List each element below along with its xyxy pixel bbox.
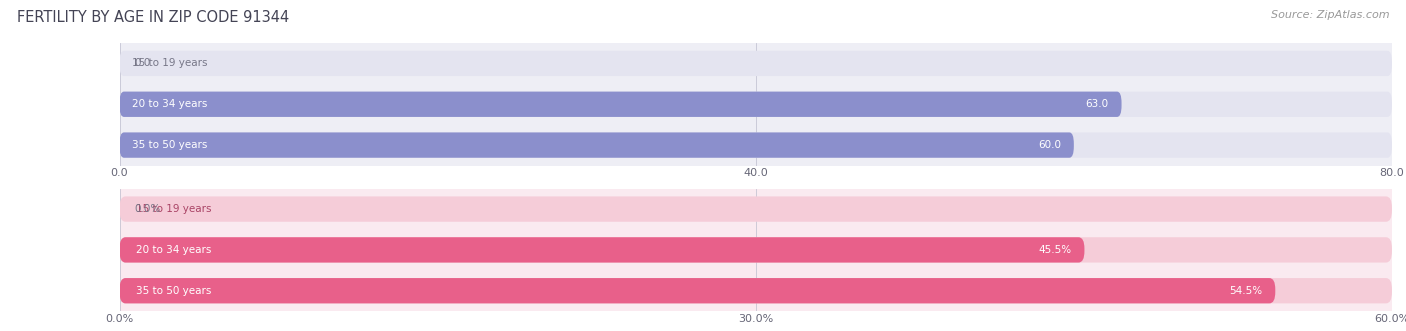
FancyBboxPatch shape <box>120 132 1392 158</box>
Text: FERTILITY BY AGE IN ZIP CODE 91344: FERTILITY BY AGE IN ZIP CODE 91344 <box>17 10 290 25</box>
FancyBboxPatch shape <box>120 278 1275 304</box>
Text: 45.5%: 45.5% <box>1039 245 1071 255</box>
FancyBboxPatch shape <box>120 51 1392 76</box>
FancyBboxPatch shape <box>120 92 1392 117</box>
Text: 15 to 19 years: 15 to 19 years <box>132 59 208 69</box>
Text: 54.5%: 54.5% <box>1229 286 1263 296</box>
Text: 60.0: 60.0 <box>1038 140 1062 150</box>
FancyBboxPatch shape <box>120 278 1392 304</box>
Text: 15 to 19 years: 15 to 19 years <box>136 204 212 214</box>
FancyBboxPatch shape <box>120 237 1084 262</box>
FancyBboxPatch shape <box>120 237 1392 262</box>
Text: 35 to 50 years: 35 to 50 years <box>136 286 212 296</box>
Text: 0.0: 0.0 <box>135 59 152 69</box>
Text: 20 to 34 years: 20 to 34 years <box>132 99 208 109</box>
FancyBboxPatch shape <box>120 196 1392 222</box>
Text: 0.0%: 0.0% <box>135 204 162 214</box>
Text: 35 to 50 years: 35 to 50 years <box>132 140 208 150</box>
FancyBboxPatch shape <box>120 132 1074 158</box>
Text: Source: ZipAtlas.com: Source: ZipAtlas.com <box>1271 10 1389 20</box>
Text: 63.0: 63.0 <box>1085 99 1109 109</box>
Text: 20 to 34 years: 20 to 34 years <box>136 245 212 255</box>
FancyBboxPatch shape <box>120 92 1122 117</box>
